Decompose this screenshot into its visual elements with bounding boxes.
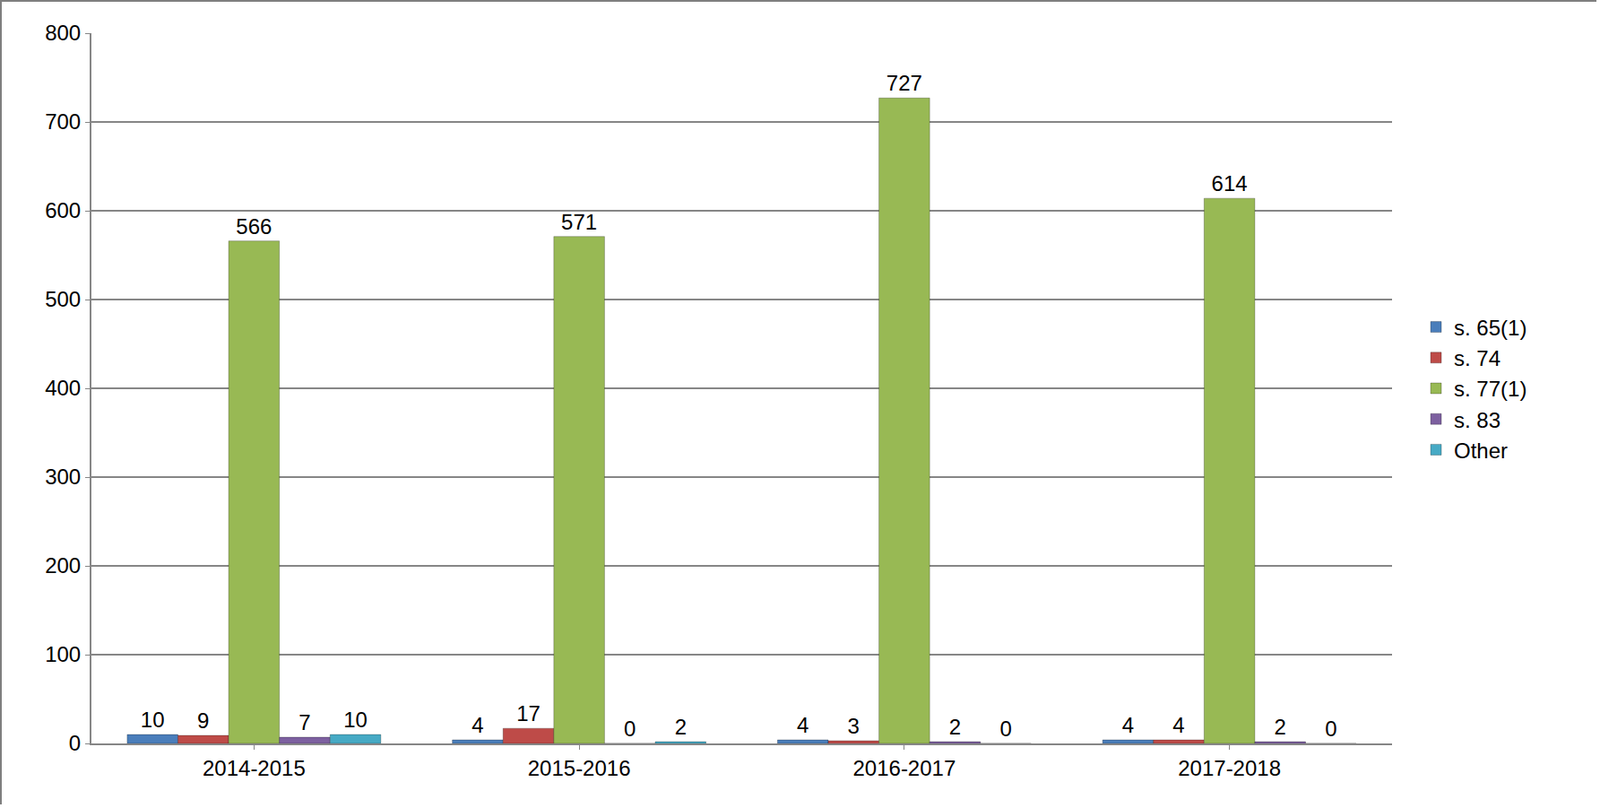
svg-text:0: 0 bbox=[1324, 716, 1337, 741]
svg-text:4: 4 bbox=[796, 712, 809, 737]
svg-text:4: 4 bbox=[471, 712, 484, 737]
svg-text:3: 3 bbox=[847, 713, 860, 738]
svg-text:500: 500 bbox=[44, 286, 81, 312]
svg-text:s. 77(1): s. 77(1) bbox=[1453, 376, 1527, 401]
svg-text:4: 4 bbox=[1122, 712, 1134, 737]
svg-text:2015-2016: 2015-2016 bbox=[527, 755, 632, 780]
svg-text:10: 10 bbox=[140, 707, 165, 732]
svg-text:17: 17 bbox=[516, 700, 541, 726]
svg-text:10: 10 bbox=[343, 707, 368, 732]
svg-text:2014-2015: 2014-2015 bbox=[202, 755, 306, 780]
svg-text:2016-2017: 2016-2017 bbox=[852, 755, 956, 780]
svg-text:0: 0 bbox=[69, 730, 81, 755]
svg-text:7: 7 bbox=[298, 709, 311, 735]
svg-text:727: 727 bbox=[886, 70, 923, 96]
svg-text:400: 400 bbox=[44, 375, 81, 400]
svg-text:300: 300 bbox=[44, 464, 81, 489]
svg-text:100: 100 bbox=[44, 641, 81, 666]
svg-text:571: 571 bbox=[561, 209, 597, 234]
svg-text:700: 700 bbox=[44, 109, 81, 134]
svg-text:0: 0 bbox=[623, 716, 636, 741]
svg-text:s. 83: s. 83 bbox=[1453, 407, 1501, 433]
svg-text:s. 65(1): s. 65(1) bbox=[1453, 315, 1527, 340]
svg-text:200: 200 bbox=[44, 553, 81, 578]
svg-text:2: 2 bbox=[1274, 714, 1287, 739]
svg-text:566: 566 bbox=[235, 214, 272, 239]
svg-text:2017-2018: 2017-2018 bbox=[1177, 755, 1281, 780]
svg-text:9: 9 bbox=[197, 708, 209, 733]
svg-text:0: 0 bbox=[999, 716, 1012, 741]
svg-text:Other: Other bbox=[1453, 438, 1508, 463]
svg-text:2: 2 bbox=[949, 714, 961, 739]
svg-text:4: 4 bbox=[1172, 712, 1185, 737]
svg-text:800: 800 bbox=[44, 20, 81, 45]
svg-text:600: 600 bbox=[44, 198, 81, 223]
svg-text:2: 2 bbox=[674, 714, 687, 739]
svg-text:s. 74: s. 74 bbox=[1453, 345, 1501, 371]
svg-text:614: 614 bbox=[1211, 171, 1248, 196]
